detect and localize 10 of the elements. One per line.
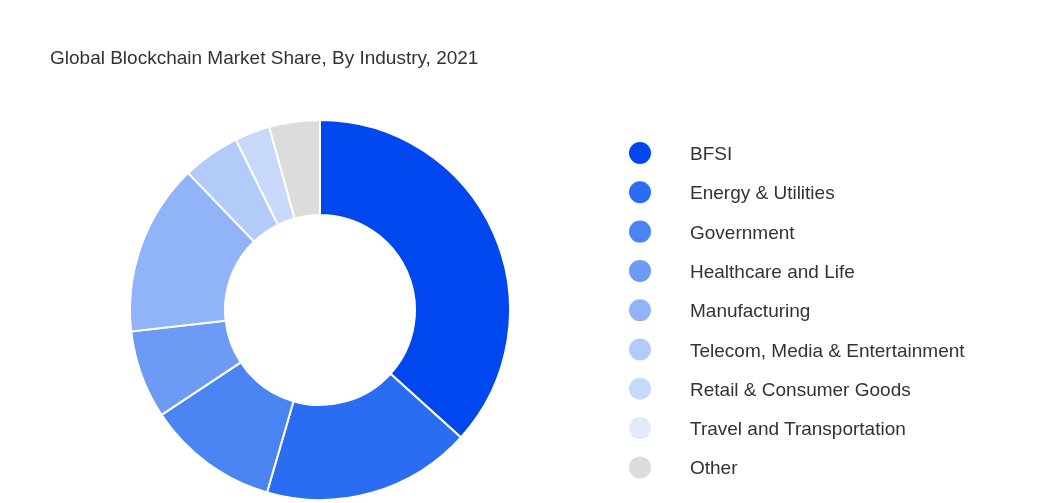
legend-label: Healthcare and Life [690,260,855,282]
chart-title: Global Blockchain Market Share, By Industry, 2021 [50,47,479,68]
legend-label: Retail & Consumer Goods [690,378,911,400]
legend-label: Manufacturing [690,300,811,322]
legend-label: Travel and Transportation [690,418,906,440]
legend-label: Telecom, Media & Entertainment [690,339,966,361]
legend-label: Energy & Utilities [690,182,835,204]
legend-label: Other [690,457,739,479]
legend-label: BFSI [690,143,733,164]
legend-label: Government [690,221,796,243]
